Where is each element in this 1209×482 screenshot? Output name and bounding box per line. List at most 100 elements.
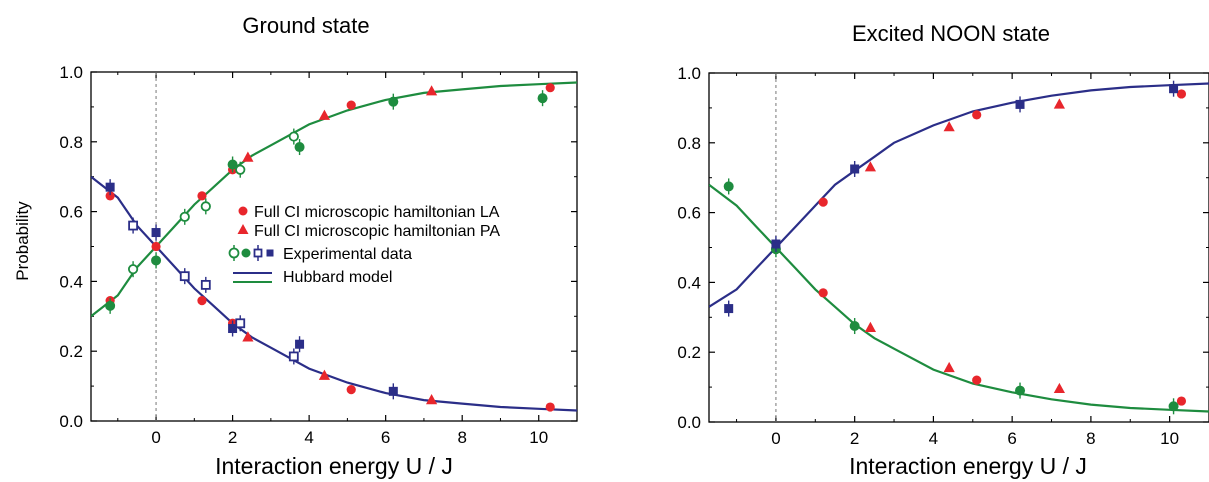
y-tick-label: 1.0: [677, 64, 701, 83]
y-tick-label: 0.6: [59, 203, 83, 222]
y-tick-label: 0.0: [59, 412, 83, 431]
data-point-experimental: [105, 182, 115, 192]
data-point-experimental: [537, 93, 548, 104]
data-point-experimental: [294, 142, 305, 153]
data-point-la: [818, 197, 828, 207]
axis-ticks: 0 2 4 6 8 10 0.0 0.2 0.4 0.6 0.8 1.0: [59, 63, 578, 447]
hubbard-curve-increasing: [91, 81, 577, 318]
chart-panel-excited-noon-state: Excited NOON state Interaction energy U …: [677, 21, 1209, 479]
x-tick-label: 2: [850, 429, 859, 448]
data-point-la: [545, 83, 555, 93]
x-tick-label: 0: [771, 429, 780, 448]
data-point-experimental: [295, 339, 305, 349]
axis-frame: [708, 72, 1209, 423]
y-tick-label: 0.0: [677, 413, 701, 432]
y-tick-label: 0.8: [59, 133, 83, 152]
data-point-la: [972, 375, 982, 385]
data-point-experimental: [288, 131, 299, 142]
x-tick-label: 6: [1007, 429, 1016, 448]
data-point-pa: [943, 361, 955, 373]
data-point-la: [197, 191, 207, 201]
legend-marker-la: [238, 206, 248, 216]
x-tick-label: 4: [304, 428, 313, 447]
data-point-experimental: [151, 228, 161, 238]
data-point-la: [972, 110, 982, 120]
x-tick-label: 10: [529, 428, 548, 447]
data-point-experimental: [388, 386, 398, 396]
data-point-experimental: [1015, 385, 1026, 396]
x-tick-label: 8: [457, 428, 466, 447]
data-point-la: [197, 295, 207, 306]
x-tick-label: 2: [228, 428, 237, 447]
data-point-experimental: [128, 220, 138, 231]
chart-panel-ground-state: Ground state Probability Interaction ene…: [13, 13, 578, 479]
legend-entry-experimental: Experimental data: [283, 246, 412, 263]
data-point-pa: [318, 109, 331, 120]
data-point-experimental: [200, 279, 211, 290]
data-point-pa: [943, 121, 955, 132]
y-tick-label: 0.4: [677, 273, 701, 292]
y-tick-label: 0.6: [677, 204, 701, 223]
x-tick-label: 10: [1160, 429, 1179, 448]
y-tick-label: 0.4: [59, 272, 83, 291]
axis-ticks: 0 2 4 6 8 10 0.0 0.2 0.4 0.6 0.8 1.0: [677, 64, 1209, 448]
data-point-la: [545, 402, 555, 412]
data-point-experimental: [850, 164, 860, 174]
chart-title: Excited NOON state: [852, 21, 1050, 46]
data-point-experimental: [771, 239, 781, 249]
hubbard-curve-increasing: [709, 82, 1209, 308]
data-point-la: [1176, 396, 1187, 406]
data-point-experimental: [1168, 401, 1179, 412]
data-point-pa: [1053, 382, 1065, 394]
plot-area: [709, 73, 1209, 422]
legend-entry-la: Full CI microscopic hamiltonian LA: [254, 204, 500, 221]
data-point-experimental: [724, 304, 734, 314]
data-point-experimental: [723, 181, 734, 192]
data-point-pa: [425, 85, 438, 96]
data-point-la: [151, 241, 161, 252]
plot-series-group: [709, 73, 1209, 422]
data-point-la: [346, 384, 356, 395]
data-point-la: [105, 191, 115, 201]
x-axis-label: Interaction energy U / J: [849, 453, 1087, 479]
x-axis-label: Interaction energy U / J: [215, 453, 453, 479]
x-tick-label: 0: [151, 428, 160, 447]
data-point-experimental: [105, 300, 116, 311]
x-tick-label: 8: [1086, 429, 1095, 448]
hubbard-curve-decreasing: [709, 183, 1209, 413]
legend-entry-hubbard: Hubbard model: [283, 269, 392, 286]
data-point-experimental: [179, 271, 190, 282]
data-point-la: [818, 288, 828, 298]
data-point-pa: [425, 394, 438, 405]
data-point-experimental: [1169, 84, 1179, 94]
data-point-experimental: [127, 264, 139, 275]
legend-entry-pa: Full CI microscopic hamiltonian PA: [254, 223, 500, 240]
data-point-la: [1176, 89, 1187, 99]
data-point-experimental: [235, 318, 246, 329]
data-point-experimental: [227, 159, 238, 170]
data-point-pa: [242, 331, 254, 342]
data-point-pa: [242, 151, 254, 162]
data-point-experimental: [1015, 99, 1025, 109]
hubbard-curve-decreasing: [91, 175, 577, 412]
data-point-pa: [864, 161, 877, 172]
data-point-la: [346, 100, 356, 110]
y-tick-label: 0.8: [677, 134, 701, 153]
data-point-experimental: [388, 96, 399, 107]
plot-series-group: [91, 72, 577, 421]
y-tick-label: 0.2: [677, 343, 701, 362]
y-axis-label: Probability: [13, 201, 32, 281]
legend: Full CI microscopic hamiltonian LA Full …: [228, 204, 500, 286]
plot-area: [91, 72, 577, 421]
data-point-pa: [318, 369, 331, 380]
data-point-pa: [1053, 98, 1065, 109]
x-tick-label: 6: [381, 428, 390, 447]
legend-marker-pa: [237, 224, 249, 234]
y-tick-label: 1.0: [59, 63, 83, 82]
data-point-experimental: [151, 255, 162, 266]
data-point-experimental: [200, 201, 211, 212]
chart-title: Ground state: [242, 13, 369, 38]
data-point-experimental: [228, 324, 238, 334]
data-point-experimental: [288, 351, 299, 362]
